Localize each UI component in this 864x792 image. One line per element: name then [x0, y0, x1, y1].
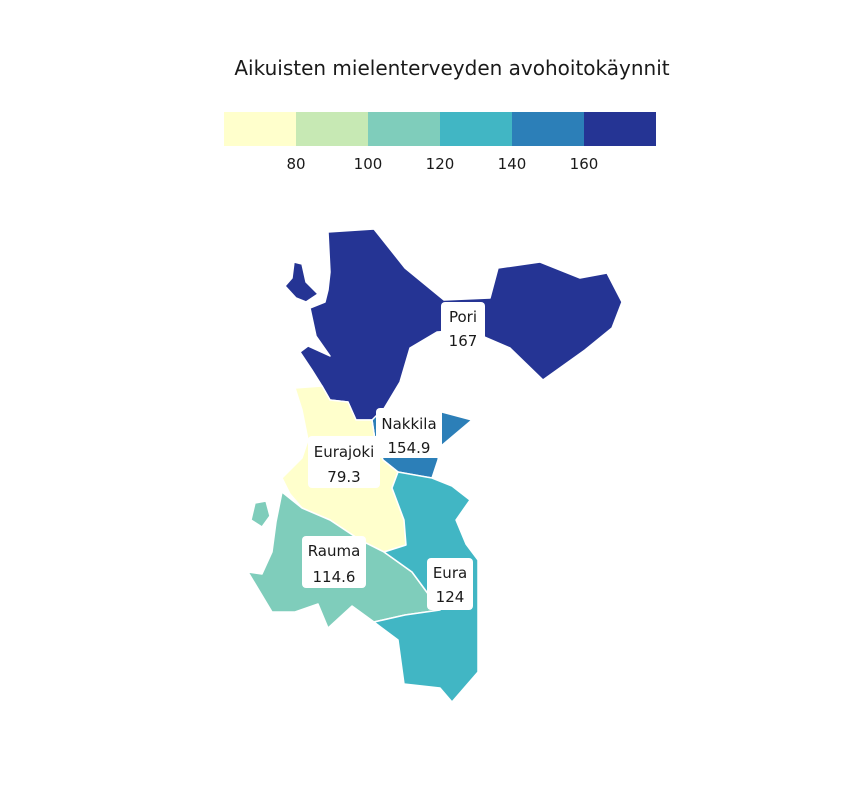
label-eurajoki: Eurajoki 79.3: [308, 436, 380, 488]
label-eurajoki-value: 79.3: [327, 468, 360, 486]
label-pori-value: 167: [449, 332, 478, 350]
label-pori: Pori 167: [441, 302, 485, 352]
label-rauma-value: 114.6: [313, 568, 356, 586]
legend-tick-140: 140: [498, 155, 527, 173]
legend-tick-160: 160: [570, 155, 599, 173]
legend-bin-4: [440, 112, 512, 146]
region-eura[interactable]: [373, 471, 479, 703]
label-rauma-name: Rauma: [308, 542, 361, 560]
legend-bin-1: [224, 112, 296, 146]
legend-bin-5: [512, 112, 584, 146]
legend-tick-80: 80: [286, 155, 305, 173]
label-nakkila-name: Nakkila: [381, 415, 436, 433]
label-eura-name: Eura: [433, 564, 467, 582]
legend-tick-120: 120: [426, 155, 455, 173]
label-pori-name: Pori: [449, 308, 477, 326]
label-eura-value: 124: [436, 588, 465, 606]
legend-bin-3: [368, 112, 440, 146]
map-regions: [247, 228, 623, 703]
legend-bin-2: [296, 112, 368, 146]
label-rauma: Rauma 114.6: [302, 536, 366, 588]
label-nakkila: Nakkila 154.9: [376, 408, 442, 458]
label-eurajoki-name: Eurajoki: [314, 443, 375, 461]
legend-tick-100: 100: [354, 155, 383, 173]
label-nakkila-value: 154.9: [388, 439, 431, 457]
legend-bin-6: [584, 112, 656, 146]
region-labels: Pori 167 Nakkila 154.9 Eurajoki 79.3 Rau…: [302, 302, 485, 610]
label-eura: Eura 124: [427, 558, 473, 610]
color-legend: 80 100 120 140 160: [224, 112, 656, 173]
map-title: Aikuisten mielenterveyden avohoitokäynni…: [234, 56, 670, 80]
